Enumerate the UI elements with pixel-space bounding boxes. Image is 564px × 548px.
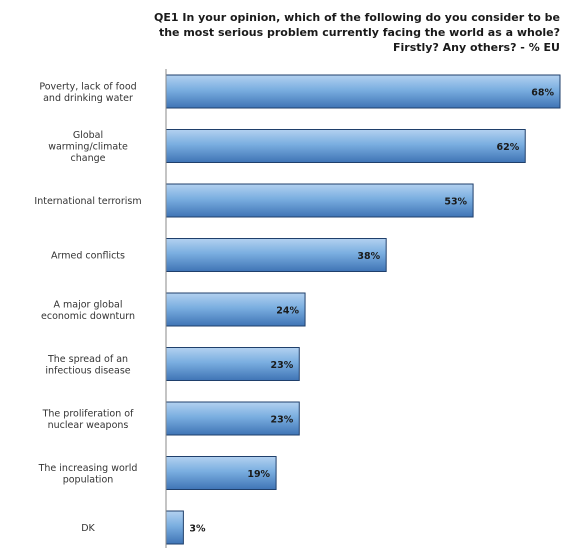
category-label: International terrorism xyxy=(34,196,141,207)
chart-title-line-3: Firstly? Any others? - % EU xyxy=(393,41,560,54)
value-label: 23% xyxy=(271,415,294,426)
chart-title: QE1 In your opinion, which of the follow… xyxy=(40,10,560,55)
chart-title-line-2: the most serious problem currently facin… xyxy=(158,26,560,39)
bar xyxy=(165,456,277,490)
value-label: 24% xyxy=(276,306,299,317)
bar xyxy=(165,129,526,163)
category-label: A major global economic downturn xyxy=(41,299,135,322)
category-label: Poverty, lack of food and drinking water xyxy=(39,81,136,104)
value-label: 19% xyxy=(247,469,270,480)
value-label: 62% xyxy=(496,142,519,153)
value-label: 3% xyxy=(189,524,206,535)
chart-title-line-1: QE1 In your opinion, which of the follow… xyxy=(154,11,560,24)
bar xyxy=(165,401,300,436)
value-label: 53% xyxy=(444,197,467,208)
bar xyxy=(165,292,306,327)
category-label: Global warming/climate change xyxy=(48,130,128,164)
value-label: 38% xyxy=(357,251,380,262)
category-label: The spread of an infectious disease xyxy=(45,354,130,377)
bar xyxy=(165,238,387,272)
bar xyxy=(165,510,184,545)
bar xyxy=(165,74,561,109)
category-label: The proliferation of nuclear weapons xyxy=(42,408,134,431)
bar xyxy=(165,183,474,218)
value-label: 23% xyxy=(271,360,294,371)
category-label: The increasing world population xyxy=(38,463,138,486)
category-label: DK xyxy=(81,523,95,534)
category-label: Armed conflicts xyxy=(51,251,125,262)
value-label: 68% xyxy=(531,88,554,99)
